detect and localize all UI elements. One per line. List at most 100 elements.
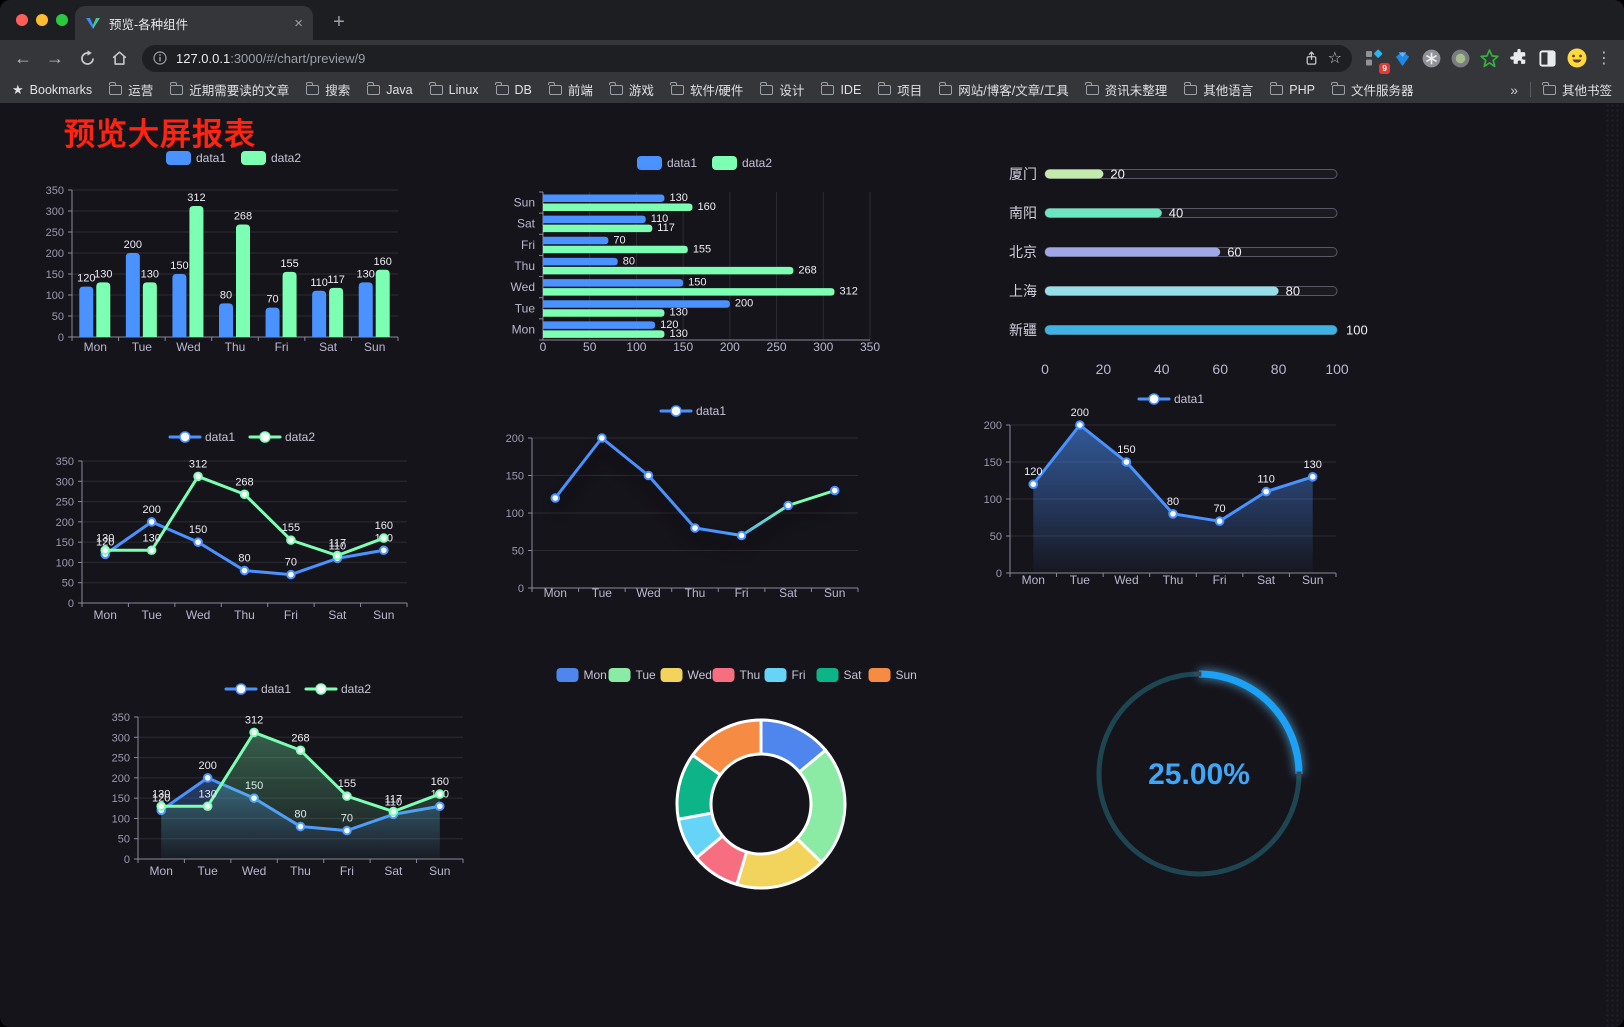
svg-text:Sat: Sat xyxy=(1257,573,1276,587)
svg-text:200: 200 xyxy=(112,773,130,785)
bookmark-folder[interactable]: 游戏 xyxy=(609,80,654,99)
svg-text:0: 0 xyxy=(518,583,524,595)
svg-text:150: 150 xyxy=(56,537,74,549)
svg-text:160: 160 xyxy=(431,776,449,788)
site-info-icon[interactable] xyxy=(152,50,168,66)
svg-text:150: 150 xyxy=(984,457,1002,469)
svg-text:150: 150 xyxy=(506,471,524,483)
donut-pie-chart[interactable]: Mon Tue Wed Thu Fri Sat Sun xyxy=(545,640,925,900)
reload-icon xyxy=(80,49,94,65)
folder-icon xyxy=(820,81,835,95)
bookmark-folder[interactable]: 其他语言 xyxy=(1183,80,1253,99)
forward-button[interactable]: → xyxy=(46,47,64,68)
minimize-window-button[interactable] xyxy=(36,14,48,26)
bookmark-folder[interactable]: 设计 xyxy=(759,80,804,99)
svg-text:Fri: Fri xyxy=(284,608,298,622)
svg-text:250: 250 xyxy=(56,497,74,509)
reload-button[interactable] xyxy=(72,44,102,72)
new-tab-button[interactable]: + xyxy=(333,10,345,33)
svg-text:Thu: Thu xyxy=(290,864,311,878)
bookmark-star-icon[interactable]: ☆ xyxy=(1327,50,1342,67)
close-window-button[interactable] xyxy=(16,14,28,26)
svg-text:250: 250 xyxy=(767,340,787,354)
bookmark-folder[interactable]: PHP xyxy=(1269,80,1315,99)
bookmark-folder[interactable]: DB xyxy=(495,80,532,99)
bookmark-folder[interactable]: 近期需要读的文章 xyxy=(169,80,289,99)
bookmark-folder[interactable]: IDE xyxy=(820,80,861,99)
bookmark-folder[interactable]: 项目 xyxy=(877,80,922,99)
folder-icon xyxy=(305,81,320,95)
svg-text:120: 120 xyxy=(96,536,114,548)
extension-grid-diamond-icon[interactable]: 9 xyxy=(1360,45,1390,74)
extensions-puzzle-icon[interactable] xyxy=(1505,45,1532,72)
bookmark-folder[interactable]: 网站/博客/文章/工具 xyxy=(938,80,1069,99)
svg-text:60: 60 xyxy=(1212,361,1228,377)
bookmark-folder[interactable]: Java xyxy=(366,80,413,99)
svg-text:80: 80 xyxy=(220,289,232,301)
address-bar[interactable]: 127.0.0.1:3000/#/chart/preview/9 ☆ xyxy=(142,44,1352,72)
svg-text:Sat: Sat xyxy=(384,864,403,878)
other-bookmarks-folder[interactable]: 其他书签 xyxy=(1542,80,1612,99)
svg-text:100: 100 xyxy=(506,508,524,520)
profile-avatar[interactable] xyxy=(1563,45,1590,72)
tab-close-icon[interactable]: × xyxy=(294,14,303,32)
bookmark-folder[interactable]: 运营 xyxy=(109,80,153,99)
svg-text:150: 150 xyxy=(112,793,130,805)
area-chart-two-series[interactable]: data1 data2 0 50 100 150 200 250 300 350 Mon Tue Wed… xyxy=(100,673,490,898)
line-chart-two-series[interactable]: data1 data2 0 50 100 150 200 250 300 350 Mon Tue Wed… xyxy=(40,423,450,648)
svg-text:117: 117 xyxy=(657,222,675,234)
extension-green-star-icon[interactable] xyxy=(1476,45,1503,72)
svg-text:Wed: Wed xyxy=(511,280,535,294)
svg-text:300: 300 xyxy=(112,732,130,744)
bookmark-folder[interactable]: Linux xyxy=(429,80,479,99)
svg-text:data2: data2 xyxy=(271,151,301,165)
bookmarks-manager[interactable]: ★ Bookmarks xyxy=(12,82,92,98)
bookmarks-list: 运营 近期需要读的文章 搜索 Java Linux DB 前端 游戏 软件/硬件 设计 IDE 项目网… xyxy=(109,80,1493,99)
dark-mode-half-square-icon[interactable] xyxy=(1534,45,1561,72)
bookmark-folder[interactable]: 文件服务器 xyxy=(1331,80,1413,99)
line-chart-gradient[interactable]: data1 0 50 100 150 200 Mon Tue Wed Thu Fri Sat Sun xyxy=(505,403,880,615)
svg-text:150: 150 xyxy=(189,524,207,536)
back-button[interactable]: ← xyxy=(14,47,32,68)
zoom-window-button[interactable] xyxy=(56,14,68,26)
svg-text:150: 150 xyxy=(46,269,64,281)
bookmark-folder[interactable]: 软件/硬件 xyxy=(670,80,743,99)
bookmark-folder[interactable]: 前端 xyxy=(548,80,593,99)
svg-text:Fri: Fri xyxy=(340,864,354,878)
svg-text:data1: data1 xyxy=(1174,392,1204,406)
svg-text:350: 350 xyxy=(112,712,130,724)
svg-text:Tue: Tue xyxy=(198,864,219,878)
bookmark-folder[interactable]: 资讯未整理 xyxy=(1085,80,1167,99)
svg-text:data1: data1 xyxy=(261,682,291,696)
progress-gauge[interactable]: 25.00% xyxy=(1040,630,1360,900)
bookmarks-overflow-chevron[interactable]: » xyxy=(1510,81,1518,98)
svg-text:250: 250 xyxy=(112,753,130,765)
progress-bars-chart[interactable]: 厦门 20 南阳 40 北京 60 上海 80 新疆 100 0 20 40 60 80 100 xyxy=(975,150,1375,385)
home-button[interactable] xyxy=(104,44,134,72)
folder-icon xyxy=(548,81,562,95)
bookmark-folder[interactable]: 搜索 xyxy=(305,80,350,99)
menu-kebab-icon[interactable]: ⋮ xyxy=(1596,50,1612,67)
extension-asterisk-circle-icon[interactable] xyxy=(1418,45,1445,72)
bookmarks-star-icon: ★ xyxy=(12,81,24,97)
area-chart-single[interactable]: data1 0 50 100 150 200 Mon Tue Wed Thu Fri Sat Sun 12… xyxy=(975,392,1350,603)
svg-text:312: 312 xyxy=(839,286,857,298)
svg-text:Thu: Thu xyxy=(740,668,761,682)
svg-text:117: 117 xyxy=(327,274,345,286)
bar-chart-vertical[interactable]: data1 data2 0 50 100 150 200 250 300 350 Mon Tue Wed… xyxy=(40,145,460,360)
svg-text:0: 0 xyxy=(68,598,74,610)
svg-text:Thu: Thu xyxy=(685,586,706,600)
svg-text:120: 120 xyxy=(152,792,170,804)
folder-icon xyxy=(429,81,443,95)
bar-chart-horizontal[interactable]: data1 data2 0 50 100 150 200 250 300 350 Mon 120 130… xyxy=(505,150,900,365)
extension-dot-circle-icon[interactable] xyxy=(1447,45,1474,72)
svg-text:Mon: Mon xyxy=(94,608,117,622)
share-icon[interactable] xyxy=(1303,50,1320,67)
extension-gem-icon[interactable] xyxy=(1389,45,1416,72)
svg-text:0: 0 xyxy=(996,568,1002,580)
browser-tab[interactable]: 预览-各种组件 × xyxy=(75,6,313,40)
svg-text:70: 70 xyxy=(285,557,297,569)
svg-text:80: 80 xyxy=(623,255,635,267)
svg-text:130: 130 xyxy=(669,307,687,319)
svg-text:312: 312 xyxy=(187,192,205,204)
